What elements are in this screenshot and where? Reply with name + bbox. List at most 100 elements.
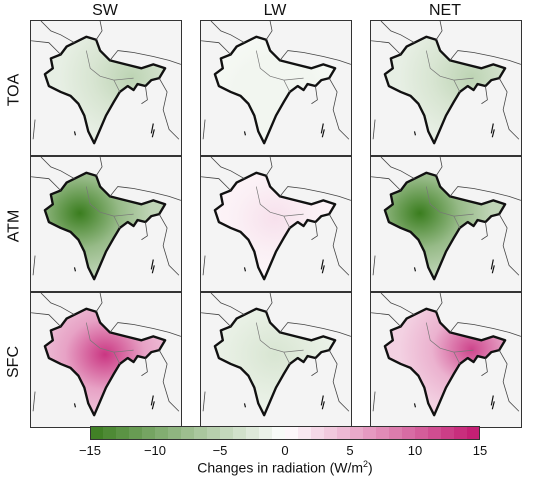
neighbor-border [31,312,61,327]
neighbor-border [201,40,231,55]
col-title-sw: SW [92,2,118,19]
region-outline [43,307,167,417]
colorbar-step [155,426,169,440]
neighbor-border [449,322,521,337]
neighbor-border [435,21,443,40]
neighbor-border [265,293,273,312]
neighbor-border [201,176,231,191]
colorbar-step [402,426,416,440]
colorbar-tick-label: 10 [407,443,423,458]
neighbor-border [210,293,245,316]
colorbar-step [207,426,221,440]
region-outline [213,307,337,417]
neighbor-border [371,40,401,55]
colorbar-step [428,426,442,440]
neighbor-border [32,391,36,412]
neighbor-border [40,157,75,180]
colorbar-step [116,426,130,440]
colorbar-step [363,426,377,440]
neighbor-border [279,322,351,337]
region-outline [43,35,167,145]
islands [243,259,325,274]
neighbor-border [372,255,376,276]
colorbar-step [168,426,182,440]
colorbar-step [129,426,143,440]
colorbar-step [103,426,117,440]
neighbor-border [380,293,415,316]
colorbar [90,426,480,440]
neighbor-border [481,85,488,105]
map-panel-toa-lw [200,20,352,156]
neighbor-border [311,357,318,377]
neighbor-border [31,40,61,55]
neighbor-border [202,255,206,276]
colorbar-tick-label: −5 [212,443,228,458]
colorbar-tick-label: −15 [78,443,102,458]
colorbar-step [454,426,468,440]
map-panel-sfc-net [370,292,522,428]
region-outline [213,35,337,145]
neighbor-border [498,77,520,140]
map-panel-atm-net [370,156,522,292]
neighbor-border [279,186,351,201]
neighbor-border [328,349,350,412]
map-panel-toa-net [370,20,522,156]
islands [73,259,155,274]
colorbar-step [90,426,104,440]
neighbor-border [109,186,181,201]
neighbor-border [481,357,488,377]
islands [413,259,495,274]
neighbor-border [498,213,520,276]
colorbar-step [415,426,429,440]
col-title-lw: LW [263,2,287,19]
colorbar-tick-label: 0 [281,443,289,458]
neighbor-border [32,119,36,140]
colorbar-tick-label: 5 [346,443,354,458]
islands [73,123,155,138]
colorbar-step [467,426,480,440]
neighbor-border [328,213,350,276]
map-panel-sfc-lw [200,292,352,428]
islands [413,123,495,138]
region-outline [383,171,507,281]
neighbor-border [158,213,180,276]
region-outline [43,171,167,281]
neighbor-border [449,186,521,201]
region-outline [383,307,507,417]
colorbar-step [259,426,273,440]
neighbor-border [481,221,488,241]
neighbor-border [498,349,520,412]
neighbor-border [311,85,318,105]
colorbar-step [441,426,455,440]
neighbor-border [328,77,350,140]
colorbar-step [142,426,156,440]
islands [73,395,155,410]
neighbor-border [95,157,103,176]
neighbor-border [380,157,415,180]
neighbor-border [31,176,61,191]
islands [243,123,325,138]
colorbar-step [233,426,247,440]
colorbar-tick-label: −10 [143,443,167,458]
region-outline [213,171,337,281]
row-title-sfc: SFC [5,346,22,378]
colorbar-step [376,426,390,440]
neighbor-border [265,21,273,40]
colorbar-step [311,426,325,440]
colorbar-label: Changes in radiation (W/m2) [197,459,373,476]
neighbor-border [141,357,148,377]
neighbor-border [435,157,443,176]
neighbor-border [279,50,351,65]
colorbar-step [389,426,403,440]
col-title-net: NET [429,2,461,19]
neighbor-border [372,391,376,412]
map-panel-sfc-sw [30,292,182,428]
neighbor-border [158,349,180,412]
colorbar-tick-label: 15 [472,443,488,458]
neighbor-border [449,50,521,65]
colorbar-step [298,426,312,440]
neighbor-border [371,176,401,191]
neighbor-border [435,293,443,312]
colorbar-step [194,426,208,440]
map-panel-toa-sw [30,20,182,156]
